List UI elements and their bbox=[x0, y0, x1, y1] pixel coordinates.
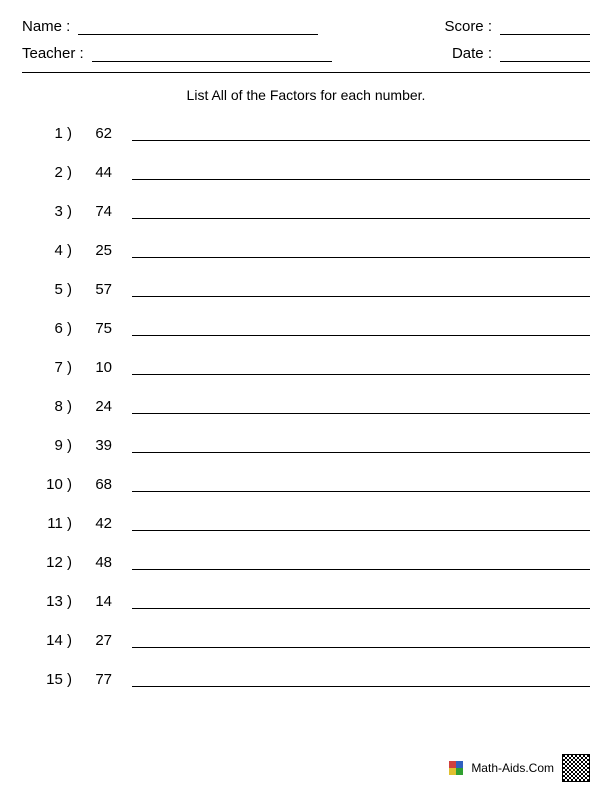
problem-value: 27 bbox=[76, 632, 118, 649]
answer-blank[interactable] bbox=[132, 361, 590, 375]
problem-row: 6 )75 bbox=[28, 320, 590, 337]
math-aids-icon bbox=[449, 761, 463, 775]
problem-index: 13 ) bbox=[28, 593, 76, 610]
name-label: Name : bbox=[22, 18, 70, 35]
problem-value: 10 bbox=[76, 359, 118, 376]
answer-blank[interactable] bbox=[132, 205, 590, 219]
problem-index: 5 ) bbox=[28, 281, 76, 298]
problem-row: 15 )77 bbox=[28, 671, 590, 688]
name-blank[interactable] bbox=[78, 19, 318, 35]
problem-index: 10 ) bbox=[28, 476, 76, 493]
problem-index: 7 ) bbox=[28, 359, 76, 376]
header-divider bbox=[22, 72, 590, 73]
problem-index: 12 ) bbox=[28, 554, 76, 571]
problem-row: 11 )42 bbox=[28, 515, 590, 532]
problem-row: 10 )68 bbox=[28, 476, 590, 493]
answer-blank[interactable] bbox=[132, 478, 590, 492]
problem-index: 15 ) bbox=[28, 671, 76, 688]
problem-row: 12 )48 bbox=[28, 554, 590, 571]
problem-value: 42 bbox=[76, 515, 118, 532]
answer-blank[interactable] bbox=[132, 166, 590, 180]
answer-blank[interactable] bbox=[132, 439, 590, 453]
answer-blank[interactable] bbox=[132, 595, 590, 609]
problem-row: 8 )24 bbox=[28, 398, 590, 415]
problem-index: 9 ) bbox=[28, 437, 76, 454]
problem-value: 62 bbox=[76, 125, 118, 142]
problem-row: 2 )44 bbox=[28, 164, 590, 181]
instructions-text: List All of the Factors for each number. bbox=[22, 87, 590, 103]
score-label: Score : bbox=[444, 18, 492, 35]
problem-index: 4 ) bbox=[28, 242, 76, 259]
problem-index: 3 ) bbox=[28, 203, 76, 220]
answer-blank[interactable] bbox=[132, 673, 590, 687]
date-blank[interactable] bbox=[500, 46, 590, 62]
problem-value: 48 bbox=[76, 554, 118, 571]
problem-row: 7 )10 bbox=[28, 359, 590, 376]
problem-index: 2 ) bbox=[28, 164, 76, 181]
answer-blank[interactable] bbox=[132, 400, 590, 414]
problem-value: 14 bbox=[76, 593, 118, 610]
date-label: Date : bbox=[452, 45, 492, 62]
problem-row: 5 )57 bbox=[28, 281, 590, 298]
problem-value: 75 bbox=[76, 320, 118, 337]
answer-blank[interactable] bbox=[132, 556, 590, 570]
answer-blank[interactable] bbox=[132, 127, 590, 141]
problem-row: 4 )25 bbox=[28, 242, 590, 259]
teacher-blank[interactable] bbox=[92, 46, 332, 62]
problem-value: 74 bbox=[76, 203, 118, 220]
problem-value: 68 bbox=[76, 476, 118, 493]
problem-value: 44 bbox=[76, 164, 118, 181]
problem-value: 77 bbox=[76, 671, 118, 688]
score-blank[interactable] bbox=[500, 19, 590, 35]
problem-row: 3 )74 bbox=[28, 203, 590, 220]
problem-row: 14 )27 bbox=[28, 632, 590, 649]
problem-index: 11 ) bbox=[28, 515, 76, 532]
qr-code-icon bbox=[562, 754, 590, 782]
footer: Math-Aids.Com bbox=[449, 754, 590, 782]
answer-blank[interactable] bbox=[132, 283, 590, 297]
problem-value: 25 bbox=[76, 242, 118, 259]
problem-index: 1 ) bbox=[28, 125, 76, 142]
problem-value: 39 bbox=[76, 437, 118, 454]
teacher-label: Teacher : bbox=[22, 45, 84, 62]
problem-index: 14 ) bbox=[28, 632, 76, 649]
problem-index: 6 ) bbox=[28, 320, 76, 337]
problem-index: 8 ) bbox=[28, 398, 76, 415]
problem-row: 9 )39 bbox=[28, 437, 590, 454]
footer-site: Math-Aids.Com bbox=[471, 761, 554, 775]
answer-blank[interactable] bbox=[132, 322, 590, 336]
answer-blank[interactable] bbox=[132, 244, 590, 258]
problem-row: 1 )62 bbox=[28, 125, 590, 142]
answer-blank[interactable] bbox=[132, 517, 590, 531]
problem-value: 24 bbox=[76, 398, 118, 415]
answer-blank[interactable] bbox=[132, 634, 590, 648]
worksheet-header: Name : Score : Teacher : Date : bbox=[22, 18, 590, 62]
problem-row: 13 )14 bbox=[28, 593, 590, 610]
problems-list: 1 )62 2 )44 3 )74 4 )25 5 )57 6 )75 7 )10 8 )24… bbox=[22, 125, 590, 688]
problem-value: 57 bbox=[76, 281, 118, 298]
